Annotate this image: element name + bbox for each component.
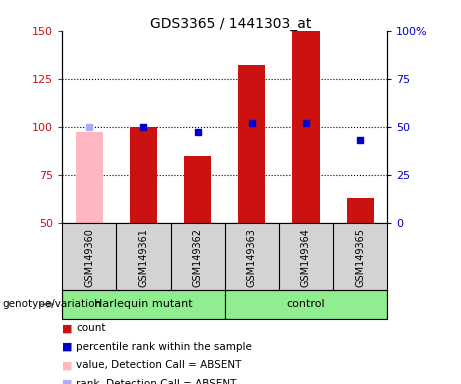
Text: Harlequin mutant: Harlequin mutant	[94, 299, 193, 310]
Text: rank, Detection Call = ABSENT: rank, Detection Call = ABSENT	[76, 379, 236, 384]
Text: GDS3365 / 1441303_at: GDS3365 / 1441303_at	[150, 17, 311, 31]
Text: GSM149364: GSM149364	[301, 228, 311, 287]
Text: ■: ■	[62, 342, 72, 352]
Bar	[347, 198, 374, 223]
Bar	[62, 290, 225, 319]
Text: count: count	[76, 323, 106, 333]
Text: GSM149362: GSM149362	[193, 228, 203, 287]
Text: GSM149365: GSM149365	[355, 228, 365, 287]
Bar	[130, 127, 157, 223]
Bar	[76, 132, 103, 223]
Text: GSM149363: GSM149363	[247, 228, 257, 287]
Text: ■: ■	[62, 379, 72, 384]
Text: ■: ■	[62, 360, 72, 370]
Bar	[292, 31, 319, 223]
Bar	[238, 65, 266, 223]
Text: percentile rank within the sample: percentile rank within the sample	[76, 342, 252, 352]
Text: GSM149361: GSM149361	[138, 228, 148, 287]
Text: ■: ■	[62, 323, 72, 333]
Bar	[184, 156, 211, 223]
Text: control: control	[287, 299, 325, 310]
Text: genotype/variation: genotype/variation	[2, 299, 101, 310]
Bar	[225, 290, 387, 319]
Text: GSM149360: GSM149360	[84, 228, 95, 287]
Text: value, Detection Call = ABSENT: value, Detection Call = ABSENT	[76, 360, 242, 370]
